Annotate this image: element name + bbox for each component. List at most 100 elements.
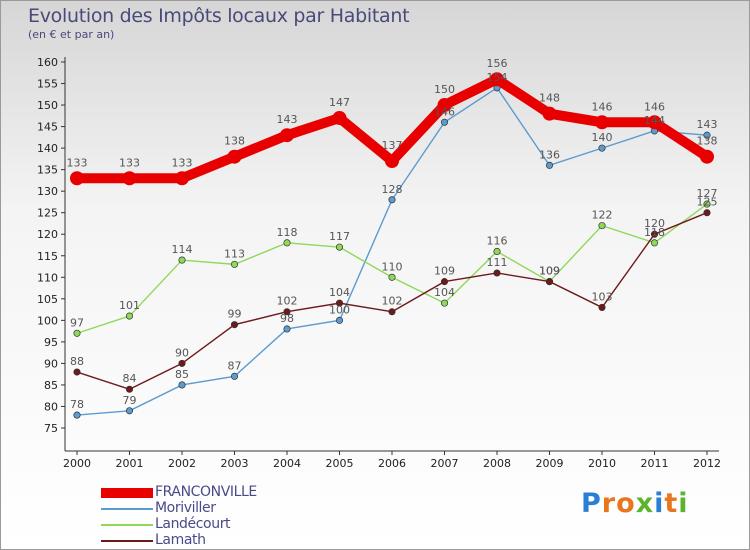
proxiti-logo: Proxiti (581, 488, 689, 519)
y-tick-label: 150 (37, 99, 58, 112)
data-point (178, 256, 186, 264)
data-point (598, 303, 606, 311)
data-point (70, 171, 84, 186)
axes: 75 80 85 90 95 100 105 110 115 120 125 130 135 140 145… (37, 56, 721, 470)
data-point (595, 115, 609, 130)
x-tick-label: 2002 (168, 457, 196, 470)
data-label: 97 (70, 316, 84, 329)
legend-label: Lamath (155, 532, 206, 548)
data-label: 109 (539, 265, 560, 278)
data-label: 104 (434, 286, 455, 299)
y-tick-label: 110 (37, 271, 58, 284)
data-label: 104 (329, 286, 350, 299)
data-point (388, 273, 396, 281)
y-tick-label: 140 (37, 142, 58, 155)
y-tick-label: 90 (44, 357, 58, 370)
data-point (647, 115, 662, 130)
data-label: 101 (119, 299, 140, 312)
chart-title: Evolution des Impôts locaux par Habitant (28, 5, 410, 27)
data-point (335, 299, 344, 307)
y-tick-label: 85 (44, 379, 58, 392)
data-label: 133 (172, 156, 193, 169)
y-tick-label: 115 (37, 250, 58, 263)
data-label: 87 (228, 359, 242, 372)
x-tick-label: 2001 (116, 457, 144, 470)
data-point (283, 239, 291, 247)
data-point (493, 269, 501, 277)
data-point (73, 368, 81, 376)
labels-layer: 78 79 85 87 98 100 128 146 154 136 140 144 143 97 101 1… (67, 57, 718, 411)
data-point (283, 308, 291, 316)
legend-swatch (101, 488, 153, 498)
logo-letter: i (654, 488, 665, 519)
data-point (440, 299, 449, 307)
data-label: 143 (697, 118, 718, 131)
data-label: 84 (123, 372, 137, 385)
data-label: 103 (592, 290, 613, 303)
data-label: 114 (172, 243, 193, 256)
logo-letter: t (664, 488, 679, 519)
data-label: 98 (280, 312, 294, 325)
x-tick-label: 2006 (378, 457, 406, 470)
data-label: 102 (277, 295, 298, 308)
data-point (440, 278, 449, 286)
y-tick-label: 80 (44, 400, 58, 413)
data-label: 99 (228, 308, 242, 321)
y-tick-label: 145 (37, 121, 58, 134)
data-point (598, 222, 606, 230)
data-label: 146 (592, 100, 613, 113)
series-moriviller (73, 84, 711, 419)
data-point (437, 98, 452, 113)
data-label: 110 (382, 260, 403, 273)
data-point (125, 407, 134, 415)
x-tick-label: 2012 (693, 457, 721, 470)
data-point (650, 239, 659, 247)
series-lamath (73, 209, 711, 393)
data-label: 154 (487, 71, 508, 84)
legend-swatch (101, 540, 153, 542)
data-label: 88 (70, 355, 84, 368)
data-label: 118 (644, 226, 665, 239)
data-label: 125 (697, 196, 718, 209)
logo-letter: i (678, 488, 689, 519)
y-tick-label: 130 (37, 185, 58, 198)
legend-swatch (101, 524, 153, 526)
series-franconville (70, 72, 714, 186)
data-label: 102 (382, 295, 403, 308)
data-label: 148 (539, 92, 560, 105)
y-tick-label: 160 (37, 56, 58, 69)
legend-label: Landécourt (155, 516, 231, 532)
data-label: 133 (67, 156, 88, 169)
data-point (650, 230, 659, 238)
chart-subtitle: (en € et par an) (28, 28, 115, 41)
legend-label: FRANCONVILLE (155, 484, 257, 500)
data-label: 136 (539, 148, 560, 161)
data-point (703, 200, 711, 208)
data-point (440, 118, 449, 126)
data-point (385, 154, 399, 169)
data-point (283, 325, 291, 333)
data-point (335, 243, 344, 251)
x-tick-label: 2008 (483, 457, 511, 470)
data-point (280, 128, 294, 143)
data-label: 133 (119, 156, 140, 169)
data-label: 100 (329, 303, 350, 316)
data-point (230, 260, 239, 268)
y-tick-label: 135 (37, 164, 58, 177)
logo-letter: x (635, 488, 655, 519)
data-point (598, 144, 606, 152)
x-tick-label: 2009 (536, 457, 564, 470)
data-label: 120 (644, 217, 665, 230)
data-label: 78 (70, 398, 84, 411)
data-point (230, 321, 239, 329)
data-label: 127 (697, 187, 718, 200)
data-label: 122 (592, 209, 613, 222)
y-tick-label: 75 (44, 422, 58, 435)
series-landecourt (73, 200, 711, 337)
data-label: 111 (487, 256, 508, 269)
x-tick-label: 2000 (63, 457, 91, 470)
data-label: 116 (487, 234, 508, 247)
x-tick-label: 2005 (326, 457, 354, 470)
data-point (703, 131, 711, 139)
